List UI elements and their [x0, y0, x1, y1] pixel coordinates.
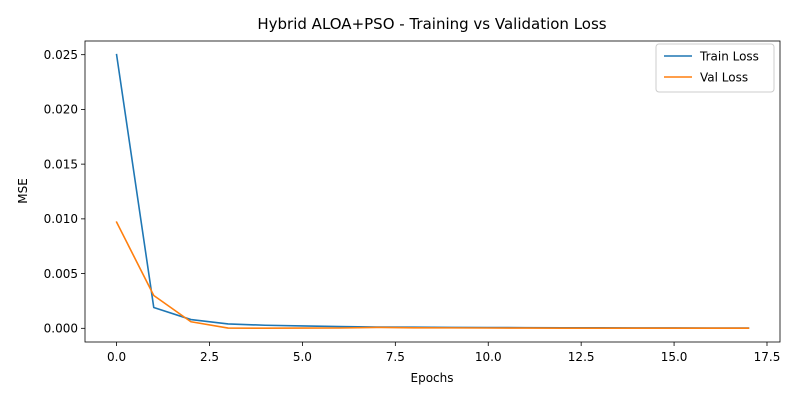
plot-frame [84, 40, 781, 343]
x-tick-label: 7.5 [386, 350, 405, 364]
y-tick-label: 0.010 [44, 212, 78, 226]
legend-label: Train Loss [699, 49, 759, 63]
legend: Train Loss Val Loss [655, 43, 775, 93]
y-tick-label: 0.025 [44, 48, 78, 62]
x-axis-label: Epochs [411, 371, 454, 385]
x-tick-label: 5.0 [293, 350, 312, 364]
y-axis-label: MSE [16, 178, 30, 204]
y-tick-label: 0.020 [44, 103, 78, 117]
x-tick-label: 12.5 [568, 350, 595, 364]
y-axis: 0.000 0.005 0.010 0.015 0.020 0.025 [44, 48, 85, 336]
x-tick-label: 2.5 [200, 350, 219, 364]
legend-label: Val Loss [700, 70, 748, 84]
y-tick-label: 0.015 [44, 157, 78, 171]
series-line-val-loss [115, 221, 750, 330]
x-tick-label: 15.0 [661, 350, 688, 364]
x-tick-label: 0.0 [107, 350, 126, 364]
plot-lines [115, 53, 750, 330]
x-tick-label: 10.0 [475, 350, 502, 364]
x-axis: 0.0 2.5 5.0 7.5 10.0 12.5 15.0 17.5 [107, 342, 780, 364]
y-tick-label: 0.000 [44, 322, 78, 336]
chart-title: Hybrid ALOA+PSO - Training vs Validation… [257, 15, 606, 33]
y-tick-label: 0.005 [44, 267, 78, 281]
x-tick-label: 17.5 [754, 350, 781, 364]
